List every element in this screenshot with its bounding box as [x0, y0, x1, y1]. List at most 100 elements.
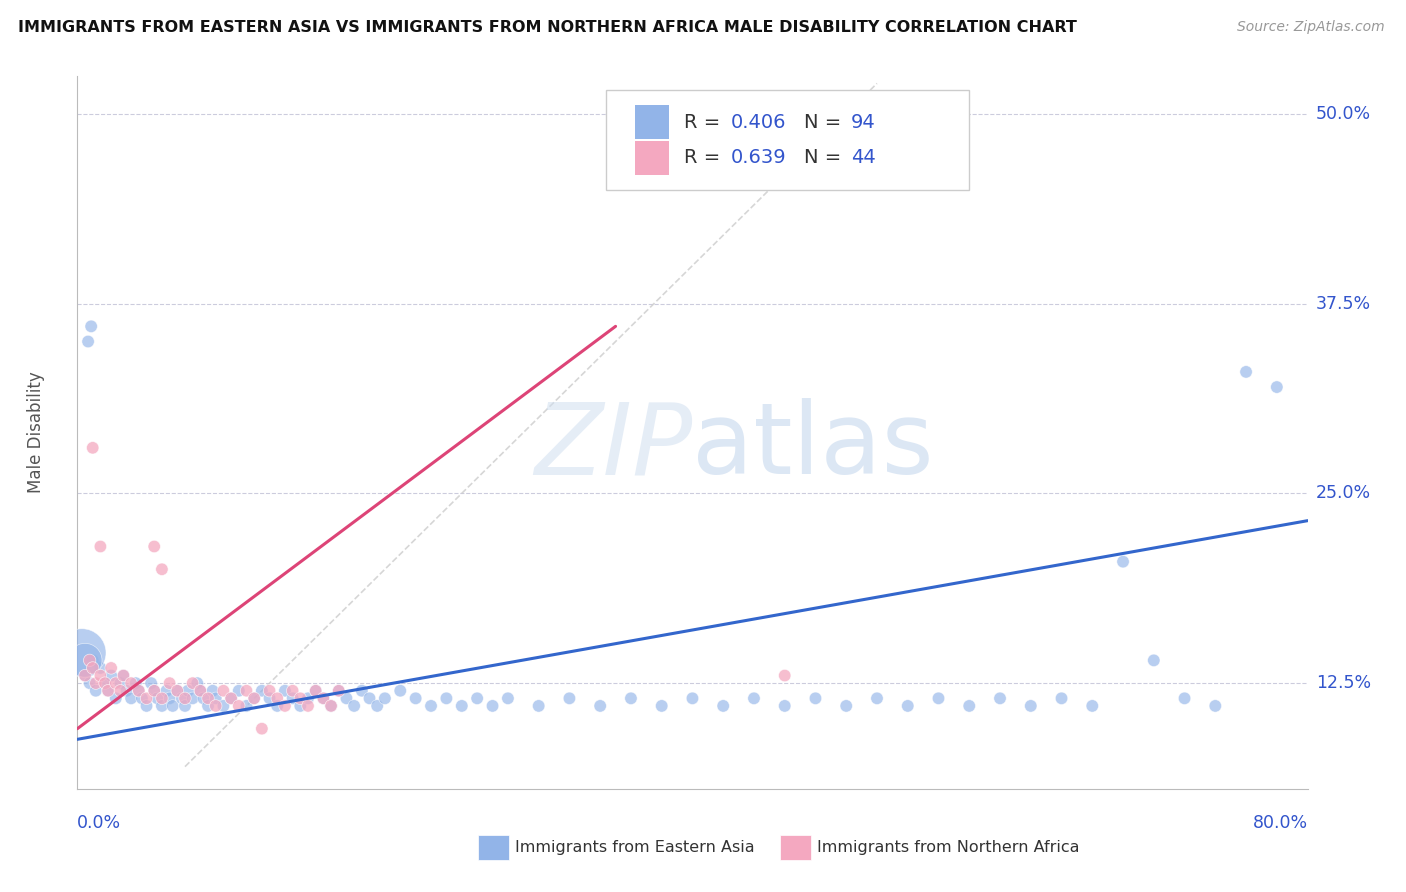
Point [159, 691, 181, 706]
Point [131, 691, 153, 706]
Point [97, 683, 120, 698]
Point [350, 683, 373, 698]
Text: 80.0%: 80.0% [1253, 814, 1308, 832]
Point [212, 698, 235, 713]
Point [135, 698, 157, 713]
Point [177, 683, 200, 698]
Point [82, 441, 104, 455]
Point [682, 691, 704, 706]
Point [84, 676, 107, 690]
Point [835, 698, 858, 713]
Point [281, 691, 304, 706]
Point [73, 668, 96, 682]
Point [266, 691, 288, 706]
Point [366, 698, 388, 713]
Point [866, 691, 889, 706]
Point [465, 691, 488, 706]
Point [804, 691, 827, 706]
Point [197, 698, 219, 713]
Point [1019, 698, 1042, 713]
Point [389, 683, 412, 698]
Point [186, 676, 208, 690]
Point [266, 698, 288, 713]
Text: 44: 44 [851, 148, 876, 168]
Point [204, 691, 226, 706]
Point [135, 691, 157, 706]
Point [250, 722, 273, 736]
Text: R =: R = [683, 148, 727, 168]
Point [243, 691, 266, 706]
FancyBboxPatch shape [606, 90, 969, 190]
Point [319, 698, 342, 713]
Point [773, 668, 796, 682]
Point [100, 661, 122, 675]
Text: 37.5%: 37.5% [1316, 294, 1371, 312]
Point [343, 698, 366, 713]
Point [143, 683, 166, 698]
Point [589, 698, 612, 713]
Point [335, 691, 357, 706]
Point [374, 691, 396, 706]
Point [155, 683, 177, 698]
Point [558, 691, 581, 706]
Point [328, 683, 350, 698]
Text: atlas: atlas [693, 399, 934, 495]
Point [928, 691, 950, 706]
Point [450, 698, 472, 713]
Text: 94: 94 [851, 112, 876, 132]
Point [84, 683, 107, 698]
Point [94, 676, 117, 690]
Point [110, 676, 132, 690]
Point [243, 691, 266, 706]
Point [166, 683, 188, 698]
Point [181, 691, 204, 706]
Text: 0.0%: 0.0% [77, 814, 121, 832]
Point [110, 683, 132, 698]
Point [297, 698, 319, 713]
Text: 25.0%: 25.0% [1316, 484, 1371, 502]
Point [128, 683, 150, 698]
Point [290, 698, 312, 713]
Point [73, 653, 96, 667]
Point [104, 676, 127, 690]
Text: Immigrants from Northern Africa: Immigrants from Northern Africa [817, 840, 1080, 855]
Point [235, 683, 257, 698]
Point [188, 683, 212, 698]
Point [305, 683, 328, 698]
Point [80, 319, 103, 334]
Point [1081, 698, 1104, 713]
Point [197, 691, 219, 706]
Point [204, 698, 226, 713]
Point [166, 683, 188, 698]
Point [146, 691, 169, 706]
Point [1174, 691, 1197, 706]
Point [115, 683, 138, 698]
FancyBboxPatch shape [634, 105, 669, 139]
Point [193, 691, 215, 706]
Point [274, 698, 297, 713]
Point [79, 653, 101, 667]
Point [82, 653, 104, 667]
Point [228, 698, 250, 713]
Point [405, 691, 427, 706]
Point [100, 668, 122, 682]
Point [250, 683, 273, 698]
Point [112, 668, 135, 682]
Point [1204, 698, 1226, 713]
Point [79, 676, 101, 690]
Point [259, 691, 281, 706]
Point [312, 691, 335, 706]
Point [143, 683, 166, 698]
Point [89, 668, 111, 682]
Point [228, 683, 250, 698]
Point [212, 683, 235, 698]
Text: 12.5%: 12.5% [1316, 674, 1371, 692]
Point [281, 683, 304, 698]
Point [201, 683, 224, 698]
Point [150, 698, 173, 713]
Point [436, 691, 458, 706]
Point [312, 691, 335, 706]
Text: N =: N = [804, 112, 848, 132]
Point [297, 691, 319, 706]
Point [94, 676, 117, 690]
